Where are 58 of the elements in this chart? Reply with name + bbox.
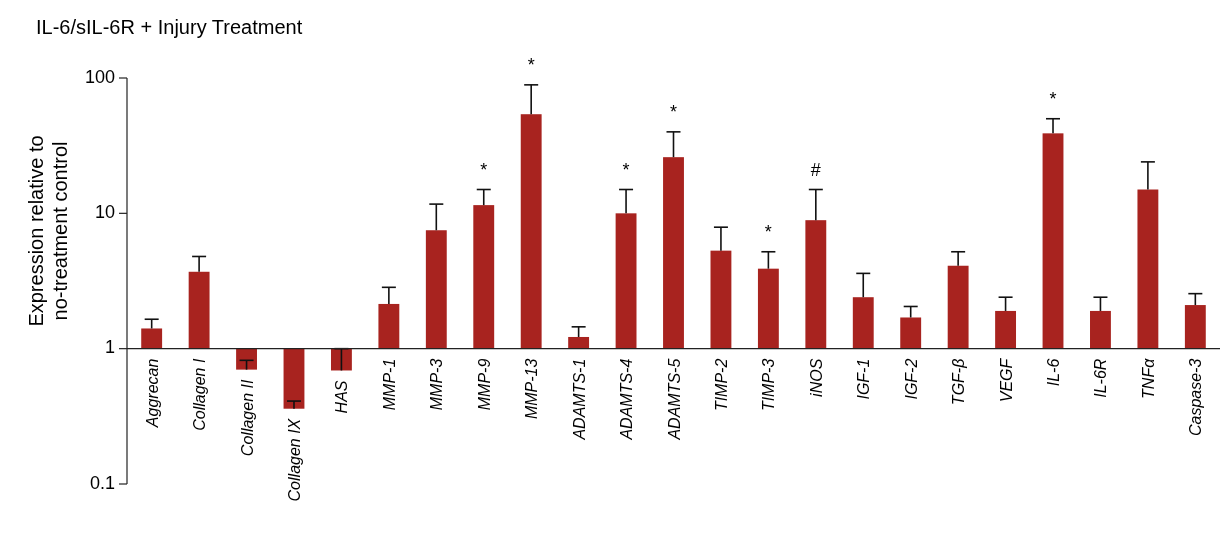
bar <box>473 205 495 349</box>
bar <box>568 336 590 349</box>
bar <box>805 220 827 349</box>
annotation: * <box>1049 88 1057 109</box>
chart-title: IL-6/sIL-6R + Injury Treatment <box>36 16 303 38</box>
x-tick-label: HAS <box>333 380 351 414</box>
bar <box>425 230 447 349</box>
x-tick-label: IGF-2 <box>902 358 920 400</box>
bar <box>188 271 210 349</box>
x-tick-label: VEGF <box>997 357 1015 403</box>
y-tick-label: 10 <box>94 202 115 223</box>
bar <box>378 303 400 349</box>
bar <box>615 213 637 349</box>
x-tick-label: Collagen II <box>238 379 256 457</box>
x-tick-label: MMP-13 <box>523 358 541 420</box>
bar <box>757 268 779 349</box>
bar <box>1137 189 1159 349</box>
x-tick-label: IGF-1 <box>855 358 873 400</box>
x-tick-label: TIMP-2 <box>712 358 730 412</box>
x-tick-label: TNFα <box>1139 357 1157 399</box>
bar <box>947 265 969 349</box>
bar <box>141 328 163 349</box>
x-tick-label: Caspase-3 <box>1187 358 1205 437</box>
y-tick-label: 100 <box>84 66 115 87</box>
x-tick-label: ADAMTS-5 <box>665 358 683 441</box>
bar <box>663 157 684 349</box>
x-tick-label: TIMP-3 <box>760 358 778 412</box>
x-tick-label: Collagen I <box>191 358 209 431</box>
bar <box>995 310 1017 349</box>
bar <box>283 348 305 409</box>
bar <box>1184 305 1206 349</box>
x-tick-label: Collagen IX <box>285 417 303 502</box>
annotation: # <box>810 159 821 180</box>
bar <box>710 250 732 349</box>
x-tick-label: IL-6R <box>1092 358 1110 398</box>
x-tick-label: TGF-β <box>950 358 968 406</box>
annotation: * <box>527 54 535 75</box>
y-axis-title: Expression relative to no-treatment control <box>25 135 72 327</box>
y-tick-label: 0.1 <box>89 472 115 493</box>
bar <box>852 297 874 349</box>
annotation: * <box>622 159 630 180</box>
x-tick-label: MMP-3 <box>428 358 446 411</box>
bar <box>900 317 922 349</box>
annotation: * <box>480 159 488 180</box>
annotation: * <box>764 221 772 242</box>
x-tick-label: MMP-9 <box>475 358 493 411</box>
bar <box>1042 133 1064 349</box>
x-tick-label: IL-6 <box>1045 358 1063 387</box>
bar <box>520 114 542 349</box>
x-tick-label: Aggrecan <box>143 358 161 429</box>
bar <box>236 348 257 370</box>
x-tick-label: ADAMTS-4 <box>618 358 636 441</box>
x-tick-label: MMP-1 <box>380 358 398 411</box>
bar <box>1090 310 1111 349</box>
annotation: * <box>669 101 678 122</box>
x-tick-label: ADAMTS-1 <box>570 358 588 441</box>
x-tick-label: iNOS <box>807 358 825 397</box>
y-tick-label: 1 <box>104 337 115 358</box>
